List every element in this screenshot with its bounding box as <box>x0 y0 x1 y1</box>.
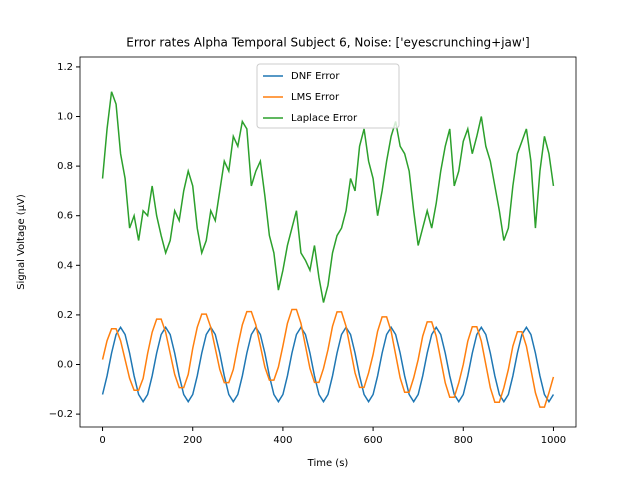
y-tick-label: 0.0 <box>57 360 73 371</box>
x-tick-label: 800 <box>454 435 473 446</box>
legend-label: DNF Error <box>291 71 340 82</box>
y-tick-label: 0.2 <box>57 310 73 321</box>
x-tick-label: 0 <box>99 435 105 446</box>
y-axis-label: Signal Voltage (μV) <box>16 194 27 290</box>
chart-title: Error rates Alpha Temporal Subject 6, No… <box>126 36 529 50</box>
y-tick-label: 0.8 <box>57 161 73 172</box>
x-tick-label: 200 <box>183 435 202 446</box>
legend-label: LMS Error <box>291 92 340 103</box>
y-tick-label: 0.6 <box>57 211 73 222</box>
legend-box <box>256 63 400 129</box>
y-tick-label: 1.2 <box>57 62 73 73</box>
axes-frame <box>79 56 577 428</box>
x-tick-label: 1000 <box>541 435 566 446</box>
y-tick-label: −0.2 <box>49 409 73 420</box>
series-line <box>101 91 555 303</box>
x-tick-label: 600 <box>364 435 383 446</box>
legend-label: Laplace Error <box>291 113 358 124</box>
x-axis-label: Time (s) <box>307 458 349 469</box>
y-tick-label: 1.0 <box>57 112 73 123</box>
y-tick-label: 0.4 <box>57 260 73 271</box>
series-line <box>101 308 555 408</box>
x-tick-label: 400 <box>273 435 292 446</box>
